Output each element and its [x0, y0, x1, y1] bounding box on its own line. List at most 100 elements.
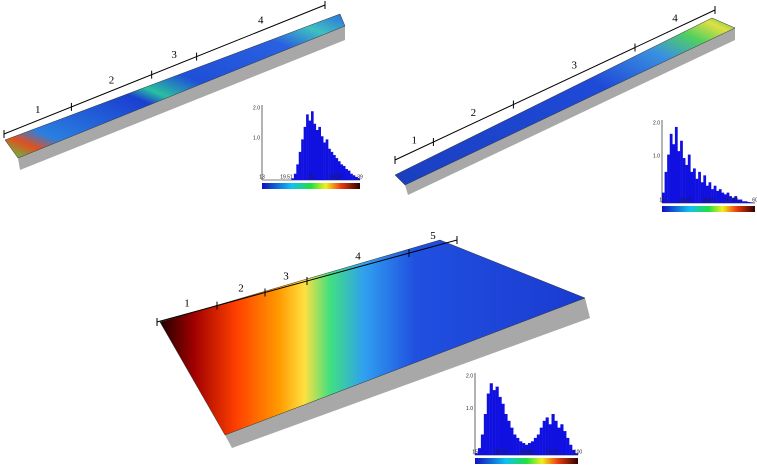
y-tick-label: 2.0 [653, 120, 660, 126]
x-tick-label: 30.06 [702, 197, 715, 203]
hist-bar [693, 168, 696, 203]
hist-bar [306, 114, 309, 180]
x-tick-label: 39 [357, 174, 363, 180]
x-tick-label: 47.62 [725, 197, 738, 203]
segment-label: 4 [672, 12, 678, 24]
surface-side [405, 28, 735, 195]
y-tick-label: 1.0 [466, 406, 473, 412]
hist-bar [333, 155, 336, 180]
hist-bar [330, 151, 334, 180]
hist-bar [736, 199, 740, 203]
hist-bar [489, 383, 493, 455]
hist-bar [350, 173, 353, 180]
hist-bar [504, 414, 508, 455]
hist-bar [551, 414, 555, 455]
hist-bar [734, 196, 738, 203]
hist-bar [475, 453, 479, 455]
hist-bar [711, 189, 714, 203]
hist-bar [345, 169, 348, 180]
segment-label: 3 [571, 60, 577, 72]
hist-bar [744, 201, 748, 203]
hist-bar [492, 390, 496, 455]
hist-bar [318, 126, 321, 180]
hist-bar [477, 448, 482, 455]
segment-label: 4 [258, 14, 264, 26]
hist-bar [340, 164, 344, 180]
hist-bar [724, 194, 727, 203]
x-tick-label: 29.08 [329, 174, 342, 180]
hist-bar [498, 396, 502, 455]
hist-bar [742, 201, 745, 203]
hist-bar [308, 120, 312, 180]
hist-bar [566, 437, 570, 455]
hist-bar [731, 197, 735, 203]
colorbar [662, 206, 755, 212]
hist-bar [486, 393, 490, 455]
segment-label: 2 [471, 107, 477, 119]
hist-bar [705, 185, 709, 203]
surface [4, 13, 346, 159]
surface-side [18, 26, 345, 170]
hist-bar [548, 424, 552, 455]
hist-bar [703, 175, 707, 203]
x-tick-label: 75.77 [546, 449, 559, 455]
hist-bar [716, 190, 720, 203]
hist-bar [495, 386, 499, 455]
segment-label: 1 [184, 297, 190, 309]
y-tick-label: 2.0 [466, 373, 473, 379]
hist-bar [315, 130, 319, 180]
hist-bar [519, 441, 523, 455]
hist-bar [729, 196, 732, 203]
hist-bar [522, 443, 526, 455]
hist-bar [674, 126, 678, 203]
hist-bar [301, 139, 304, 180]
hist-bar [739, 199, 743, 203]
segment-label: 2 [238, 283, 244, 295]
hist-bar [536, 434, 540, 455]
hist-bar [708, 182, 712, 203]
hist-bar [352, 175, 356, 180]
segment-label: 3 [171, 49, 177, 61]
surface [394, 17, 736, 186]
hist-bar [695, 178, 699, 203]
hist-bar [328, 148, 331, 180]
x-tick-label: 19.51 [280, 174, 293, 180]
hist-bar [687, 154, 691, 203]
x-tick-label: 26 [308, 174, 314, 180]
hist-bar [337, 161, 341, 180]
hist-bar [726, 192, 730, 203]
hist-bar [513, 434, 517, 455]
x-tick-label: 15 [472, 449, 478, 455]
hist-bar [296, 164, 299, 180]
y-tick-label: 1.0 [253, 135, 260, 141]
dimension-line [3, 4, 326, 135]
hist-bar [747, 201, 751, 203]
hist-bar [516, 437, 520, 455]
hist-bar [554, 420, 558, 455]
hist-bar [542, 420, 546, 455]
hist-bar [311, 111, 314, 180]
hist-bar [749, 202, 753, 203]
hist-bar [347, 170, 351, 180]
segment-label: 2 [109, 74, 115, 86]
hist-bar [507, 420, 511, 455]
hist-bar [572, 449, 576, 455]
x-tick-label: 46.96 [520, 449, 533, 455]
y-tick-label: 2.0 [253, 105, 260, 111]
hist-bar [672, 144, 676, 203]
hist-bar [560, 424, 564, 455]
x-tick-label: 10 [659, 197, 665, 203]
hist-bar [298, 151, 302, 180]
hist-bar [357, 178, 361, 180]
hist-bar [698, 171, 701, 203]
hist-bar [563, 431, 567, 455]
hist-bar [677, 151, 681, 203]
hist-bar [690, 171, 694, 203]
hist-bar [545, 417, 549, 455]
hist-bar [291, 178, 295, 180]
hist-bar [530, 441, 535, 455]
x-tick-label: 60 [752, 197, 757, 203]
y-tick-label: 1.0 [653, 154, 660, 160]
hist-bar [539, 427, 543, 455]
